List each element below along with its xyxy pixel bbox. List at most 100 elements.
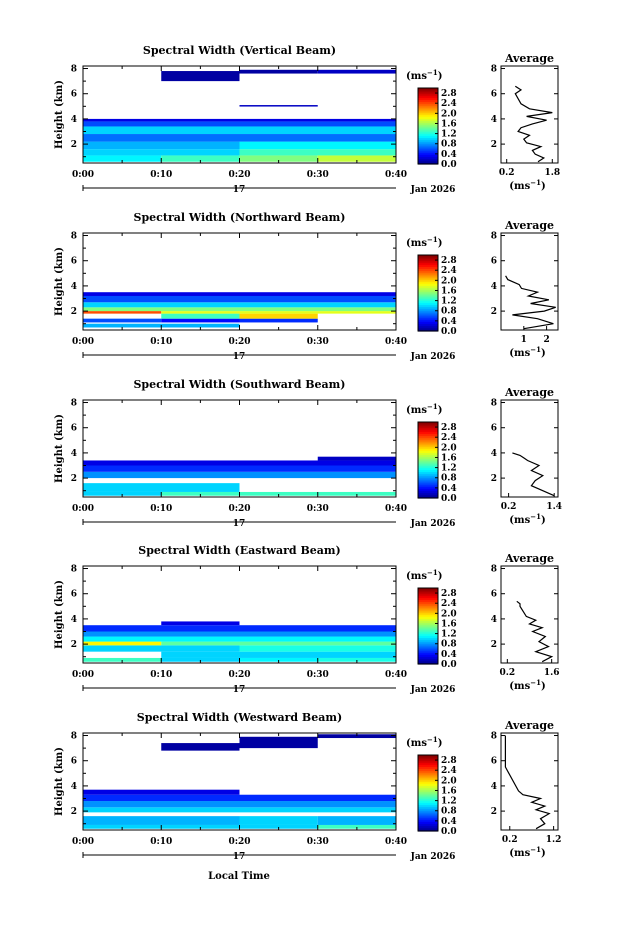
heatmap-cell <box>83 126 396 135</box>
colorbar-segment <box>418 131 438 135</box>
heatmap-cell <box>239 292 396 296</box>
y-tick-label: 2 <box>71 640 77 650</box>
heatmap-cell <box>161 491 396 496</box>
colorbar-segment <box>418 439 438 442</box>
heatmap-cell <box>161 657 240 662</box>
unit-sup: −1 <box>427 402 438 411</box>
unit-sup: −1 <box>530 845 541 854</box>
y-tick-label: 2 <box>71 140 77 150</box>
heatmap-cell <box>239 105 318 107</box>
heatmap-cell <box>83 155 162 162</box>
colorbar-segment <box>418 812 438 815</box>
heatmap-cell <box>83 307 396 312</box>
colorbar-segment <box>418 789 438 792</box>
heatmap-cell <box>161 641 396 646</box>
colorbar-segment <box>418 112 438 116</box>
colorbar-frame <box>417 754 439 832</box>
avg-unit-label: (ms−1) <box>509 512 545 526</box>
colorbar-tick-label: 0.4 <box>441 317 457 327</box>
colorbar-segment <box>418 141 438 144</box>
colorbar-segment <box>418 648 438 652</box>
panel-title: Spectral Width (Vertical Beam) <box>143 44 336 57</box>
colorbar-unit-label: (ms−1) <box>406 735 442 749</box>
colorbar-segment <box>418 770 438 773</box>
heatmap-cell <box>83 631 396 637</box>
colorbar-segment <box>418 798 438 802</box>
colorbar-segment <box>418 804 438 807</box>
avg-x-tick-label: 1 <box>521 335 527 345</box>
colorbar-segment <box>418 597 438 600</box>
unit-sup: −1 <box>427 235 438 244</box>
unit-close: ) <box>438 238 443 249</box>
avg-y-tick-label: 2 <box>491 807 497 817</box>
heatmap-cell <box>317 734 396 739</box>
avg-y-tick-label: 6 <box>491 590 497 600</box>
colorbar-segment <box>418 435 438 438</box>
y-tick-label: 8 <box>71 732 77 742</box>
avg-y-tick-label: 4 <box>491 282 497 292</box>
colorbar-segment <box>418 313 438 317</box>
heatmap-cell <box>83 318 162 323</box>
colorbar-segment <box>418 825 438 828</box>
colorbar-segment <box>418 306 438 309</box>
colorbar-segment <box>418 612 438 616</box>
colorbar-segment <box>418 446 438 450</box>
colorbar-tick-label: 0.0 <box>441 327 457 337</box>
colorbar-segment <box>418 823 438 826</box>
y-tick-label: 4 <box>71 782 77 792</box>
panel-title: Spectral Width (Eastward Beam) <box>138 544 340 557</box>
heatmap-cell <box>83 816 240 825</box>
colorbar-tick-label: 1.6 <box>441 453 457 463</box>
unit-sup: −1 <box>530 512 541 521</box>
y-tick-label: 4 <box>71 615 77 625</box>
colorbar-segment <box>418 813 438 817</box>
colorbar-segment <box>418 618 438 621</box>
average-frame <box>500 65 559 164</box>
colorbar-segment <box>418 589 438 593</box>
colorbar-segment <box>418 496 438 499</box>
colorbar-segment <box>418 643 438 646</box>
colorbar-frame <box>417 587 439 665</box>
colorbar-segment <box>418 255 438 258</box>
colorbar-segment <box>418 779 438 783</box>
month-label: Jan 2026 <box>410 352 456 362</box>
colorbar-segment <box>418 794 438 798</box>
panel-title: Spectral Width (Northward Beam) <box>134 211 346 224</box>
average-title: Average <box>504 52 554 65</box>
colorbar-segment <box>418 471 438 474</box>
heatmap-cell <box>161 318 240 323</box>
colorbar-segment <box>418 433 438 436</box>
heatmap-cell <box>83 645 240 652</box>
unit-close: ) <box>438 571 443 582</box>
y-tick-label: 8 <box>71 399 77 409</box>
colorbar-segment <box>418 791 438 794</box>
x-tick-label: 0:20 <box>228 670 250 680</box>
heatmap-cell <box>161 71 240 82</box>
colorbar-segment <box>418 802 438 805</box>
x-tick-label: 0:30 <box>307 837 329 847</box>
colorbar-tick-label: 1.2 <box>441 797 457 807</box>
avg-unit-label: (ms−1) <box>509 678 545 692</box>
colorbar-segment <box>418 126 438 129</box>
heatmap-cell <box>83 302 396 308</box>
colorbar-tick-label: 2.4 <box>441 99 457 109</box>
colorbar-segment <box>418 829 438 832</box>
colorbar-segment <box>418 91 438 95</box>
avg-y-tick-label: 8 <box>491 399 497 409</box>
avg-x-tick-label: 1.4 <box>546 502 562 512</box>
colorbar-segment <box>418 296 438 300</box>
unit-sup: −1 <box>530 178 541 187</box>
avg-x-tick-label: 1.2 <box>546 835 562 845</box>
colorbar-tick-label: 0.4 <box>441 484 457 494</box>
colorbar-segment <box>418 264 438 267</box>
colorbar-segment <box>418 133 438 137</box>
colorbar-segment <box>418 294 438 298</box>
colorbar-tick-label: 0.0 <box>441 160 457 170</box>
colorbar-segment <box>418 461 438 465</box>
colorbar-segment <box>418 819 438 823</box>
colorbar-segment <box>418 158 438 161</box>
colorbar-segment <box>418 310 438 313</box>
colorbar-segment <box>418 285 438 288</box>
heatmap-cell <box>83 465 396 472</box>
average-profile-line <box>512 452 555 497</box>
